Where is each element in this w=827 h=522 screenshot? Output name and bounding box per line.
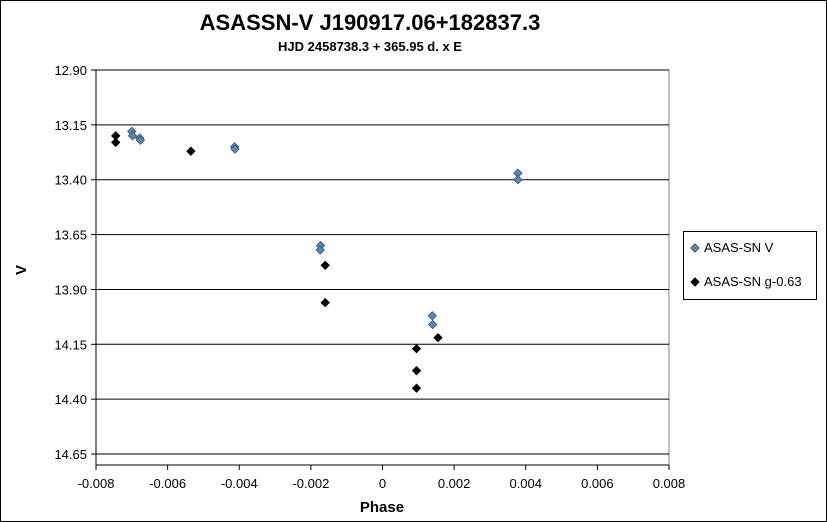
chart-title: ASASSN-V J190917.06+182837.3 — [199, 10, 541, 35]
y-tick-label: 13.65 — [54, 228, 87, 243]
y-tick-label: 14.40 — [54, 392, 87, 407]
legend-marker-g — [690, 276, 700, 287]
point-asassn-v — [315, 245, 325, 255]
tick-labels: 12.90 13.15 13.40 13.65 13.90 14.15 14.40 14.65… — [54, 63, 685, 491]
point-asassn-g — [411, 343, 422, 354]
legend-marker-v — [690, 242, 700, 253]
point-asassn-g — [320, 297, 330, 308]
point-asassn-v — [135, 135, 146, 145]
point-asassn-g — [111, 137, 121, 148]
legend-item-g: ASAS-SN g-0.63 — [690, 274, 802, 289]
x-tick-label: 0 — [379, 476, 386, 491]
point-asassn-v — [230, 144, 240, 154]
plot-area — [95, 69, 670, 466]
x-tick-label: -0.004 — [221, 476, 258, 491]
x-tick-label: -0.008 — [78, 476, 115, 491]
y-tick-label: 14.65 — [54, 447, 87, 462]
y-tick-label: 13.40 — [54, 173, 87, 188]
point-asassn-g — [433, 333, 443, 343]
point-asassn-v — [513, 175, 523, 185]
point-asassn-g — [411, 365, 422, 376]
legend: ASAS-SN V ASAS-SN g-0.63 — [683, 231, 817, 300]
x-tick-label: 0.006 — [581, 476, 614, 491]
y-tick-label: 12.90 — [54, 63, 87, 78]
legend-label-v: ASAS-SN V — [704, 240, 774, 255]
x-tick-label: 0.008 — [653, 476, 686, 491]
x-axis-label: Phase — [360, 499, 404, 516]
x-tick-label: -0.006 — [149, 476, 186, 491]
chart-subtitle: HJD 2458738.3 + 365.95 d. x E — [278, 39, 462, 54]
x-tick-label: 0.002 — [438, 476, 471, 491]
point-asassn-g — [320, 260, 330, 271]
point-asassn-v — [427, 319, 438, 330]
y-tick-label: 13.15 — [54, 118, 87, 133]
y-tick-label: 14.15 — [54, 337, 87, 352]
gridlines — [96, 69, 669, 455]
y-tick-label: 13.90 — [54, 282, 87, 297]
x-tick-label: -0.002 — [292, 476, 329, 491]
legend-item-v: ASAS-SN V — [690, 240, 773, 255]
point-asassn-g — [411, 383, 422, 393]
x-tick-label: 0.004 — [509, 476, 542, 491]
legend-label-g: ASAS-SN g-0.63 — [704, 274, 802, 289]
axes — [91, 69, 670, 470]
point-asassn-g — [186, 146, 196, 156]
point-asassn-v — [427, 311, 437, 321]
data-points — [111, 126, 523, 393]
point-asassn-v — [127, 131, 138, 141]
y-axis-label: V — [13, 265, 30, 275]
